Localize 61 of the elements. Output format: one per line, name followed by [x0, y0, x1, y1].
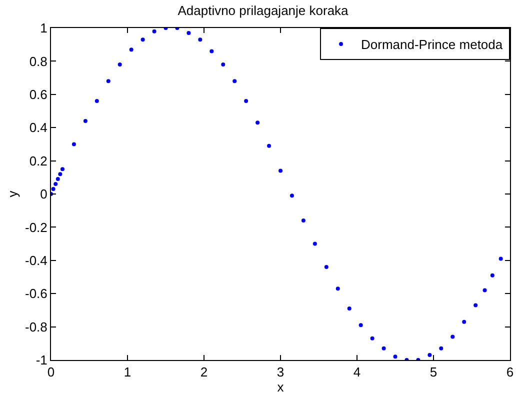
point — [256, 120, 260, 125]
legend-label: Dormand-Prince metoda — [361, 37, 504, 52]
point — [474, 303, 478, 308]
point — [140, 38, 145, 42]
point — [94, 99, 99, 104]
y-tick-label: 0.2 — [29, 153, 48, 168]
point — [336, 286, 340, 291]
x-tick-label: 1 — [124, 364, 132, 380]
point — [301, 218, 306, 223]
point — [54, 182, 58, 186]
point — [278, 168, 282, 173]
point — [370, 336, 374, 340]
point — [382, 346, 386, 350]
y-tick-label: 0.4 — [29, 120, 48, 136]
point — [106, 79, 110, 84]
y-tick-label: 0.6 — [29, 86, 48, 102]
point — [232, 79, 237, 84]
point — [393, 354, 398, 359]
x-tick-label: 3 — [276, 364, 284, 380]
x-axis-title: x — [277, 380, 284, 395]
point — [51, 187, 56, 192]
point — [244, 99, 248, 104]
x-tick-label: 2 — [200, 364, 208, 380]
point — [490, 273, 494, 278]
x-tick-label: 4 — [353, 364, 361, 380]
point — [312, 242, 317, 246]
point — [129, 48, 134, 52]
point — [210, 49, 214, 54]
y-axis-title: y — [4, 190, 20, 198]
point — [58, 172, 62, 176]
y-tick-label: 1 — [40, 20, 48, 36]
point — [450, 334, 455, 339]
point — [221, 62, 226, 67]
point — [439, 346, 444, 350]
point — [324, 265, 328, 270]
x-tick-label: 5 — [430, 364, 438, 380]
y-tick-label: -0.2 — [24, 220, 48, 235]
point — [482, 288, 487, 292]
point — [462, 320, 466, 324]
y-tick-label: 0.8 — [29, 54, 48, 69]
y-tick-label: -0.6 — [24, 286, 48, 302]
point — [267, 144, 272, 148]
point — [198, 38, 202, 42]
point — [358, 323, 363, 328]
point — [152, 29, 156, 34]
point — [347, 306, 352, 311]
point — [186, 30, 191, 35]
point — [118, 62, 122, 67]
point — [428, 353, 432, 358]
point — [290, 194, 294, 198]
point — [72, 142, 76, 146]
point — [60, 167, 64, 172]
point — [83, 118, 88, 123]
chart-title: Adaptivno prilagajanje koraka — [178, 3, 350, 18]
y-tick-label: -0.8 — [24, 319, 48, 334]
point — [56, 177, 60, 182]
x-tick-label: 6 — [506, 364, 514, 380]
point — [498, 256, 503, 261]
y-tick-label: -1 — [36, 352, 48, 368]
y-tick-label: 0 — [40, 186, 48, 202]
y-tick-label: -0.4 — [24, 252, 48, 268]
